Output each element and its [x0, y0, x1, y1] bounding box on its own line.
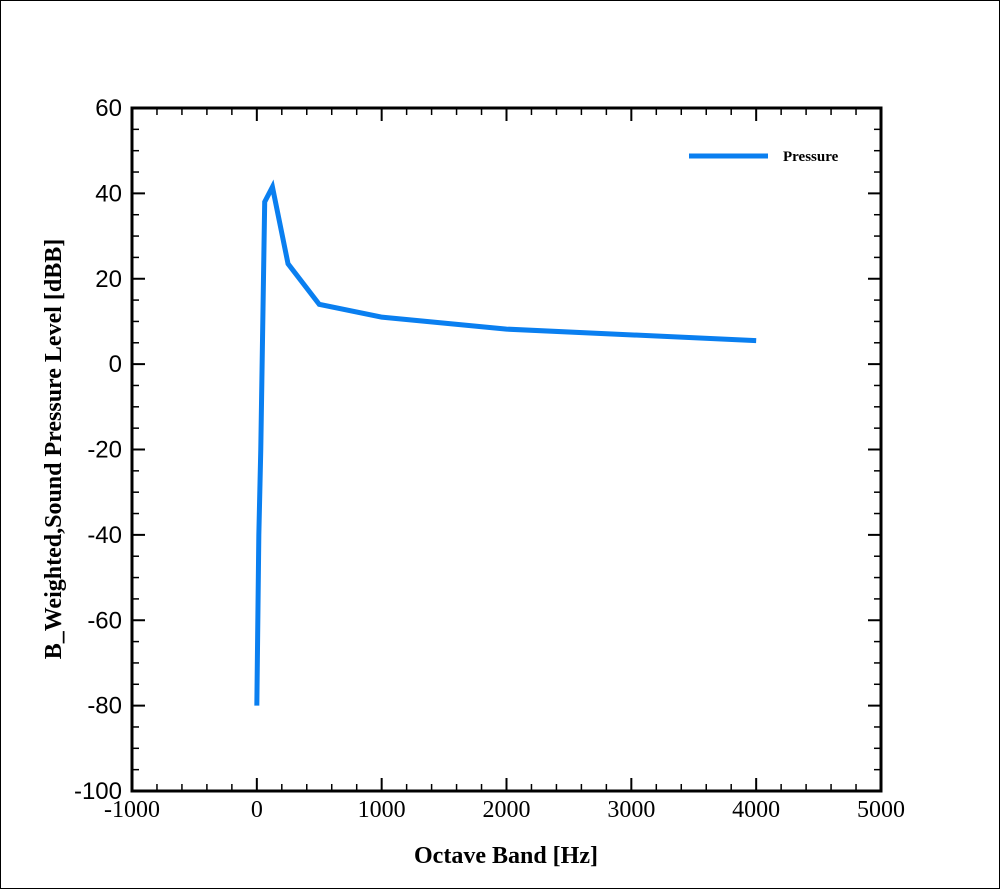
y-tick-label: 0	[109, 351, 122, 378]
major-ticks	[131, 107, 882, 792]
x-tick-labels: -1000 0 1000 2000 3000 4000 5000	[104, 797, 905, 823]
x-axis-title: Octave Band [Hz]	[414, 843, 598, 869]
legend-label: Pressure	[783, 149, 839, 165]
series-lines	[254, 179, 757, 706]
y-tick-label: -100	[74, 778, 122, 805]
x-tick-label: 0	[251, 797, 263, 823]
y-tick-label: -40	[87, 522, 122, 549]
x-tick-label: 4000	[732, 797, 780, 823]
y-axis-title: B_Weighted,Sound Pressure Level [dBB]	[41, 239, 67, 660]
series-line-pressure	[254, 179, 757, 706]
y-tick-label: 60	[95, 95, 122, 122]
y-tick-label: -80	[87, 693, 122, 720]
x-tick-label: 5000	[857, 797, 905, 823]
y-tick-label: 20	[95, 266, 122, 293]
x-tick-label: 1000	[358, 797, 406, 823]
legend: Pressure	[689, 149, 839, 165]
y-tick-label: -60	[87, 607, 122, 634]
x-tick-label: 3000	[607, 797, 655, 823]
y-tick-labels: 60 40 20 0 -20 -40 -60 -80 -100	[74, 95, 122, 805]
x-tick-label: 2000	[483, 797, 531, 823]
y-tick-label: -20	[87, 437, 122, 464]
plot-area	[130, 106, 883, 793]
minor-ticks	[132, 108, 881, 791]
y-tick-label: 40	[95, 180, 122, 207]
x-tick-label: -1000	[104, 797, 160, 823]
